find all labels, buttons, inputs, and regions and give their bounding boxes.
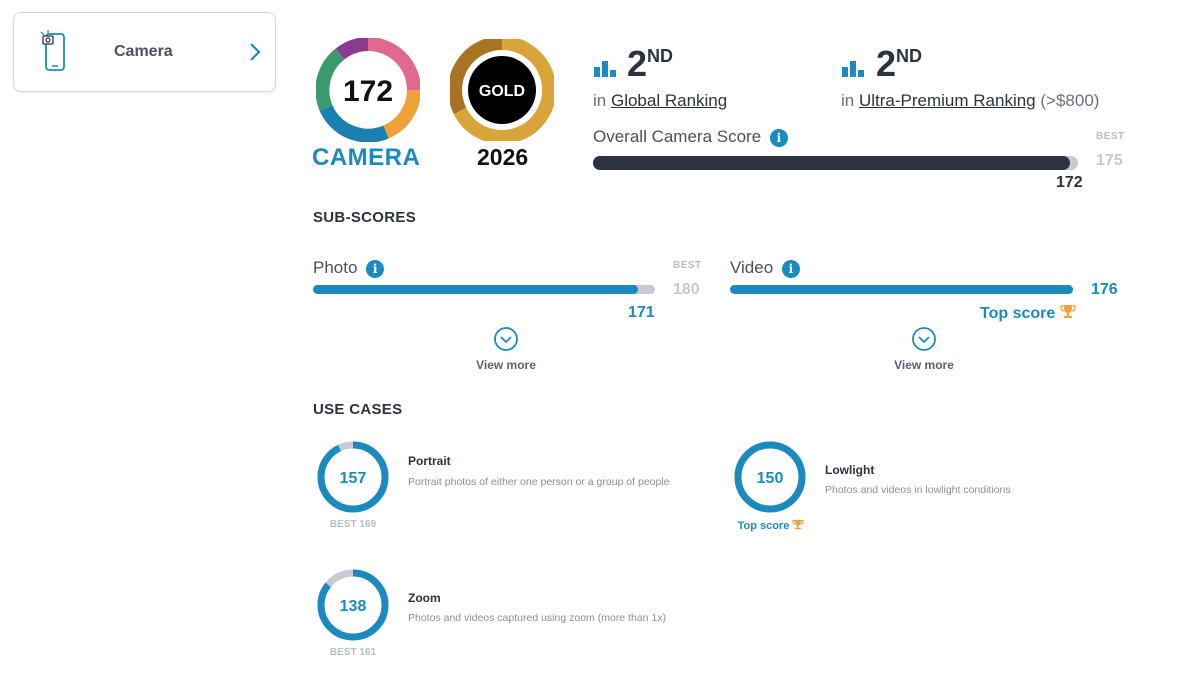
lowlight-top-score: Top score <box>726 519 816 532</box>
zoom-description: Photos and videos captured using zoom (m… <box>408 612 666 624</box>
overall-score-value: 172 <box>1056 174 1083 191</box>
segment-ranking-line: in Ultra-Premium Ranking (>$800) <box>841 91 1099 111</box>
camera-tab-label: Camera <box>114 43 173 60</box>
info-icon[interactable]: i <box>769 128 788 147</box>
zoom-title: Zoom <box>408 591 441 605</box>
zoom-ring-fill <box>317 569 389 641</box>
portrait-score: 157 <box>340 470 367 487</box>
portrait-description: Portrait photos of either one person or … <box>408 476 670 488</box>
segment-ranking-prefix: in <box>841 91 855 110</box>
video-fill <box>730 285 1073 294</box>
camera-score-badge: 172 <box>316 38 420 142</box>
video-view-more-button[interactable]: View more <box>874 327 974 372</box>
lowlight-top-score-label: Top score <box>737 520 790 532</box>
photo-view-more-button[interactable]: View more <box>456 327 556 372</box>
overall-best-label: BEST <box>1096 131 1125 142</box>
segment-ranking-link[interactable]: Ultra-Premium Ranking <box>858 91 1036 110</box>
lowlight-score: 150 <box>757 470 784 487</box>
portrait-ring-fill <box>317 441 389 513</box>
global-ranking-prefix: in <box>593 91 607 110</box>
video-label-text: Video <box>730 258 774 277</box>
segment-rank-number: 2 <box>876 43 897 84</box>
info-icon[interactable]: i <box>781 259 800 278</box>
overall-score-fill <box>593 156 1070 170</box>
chevron-right-icon[interactable] <box>246 41 264 63</box>
photo-label-text: Photo <box>313 258 358 277</box>
phone-camera-icon <box>40 30 65 71</box>
photo-label: Photo i <box>313 258 385 278</box>
trophy-icon <box>1060 305 1076 318</box>
portrait-score-ring: 157 <box>317 441 389 513</box>
global-ranking-line: in Global Ranking <box>593 91 727 111</box>
camera-tab-card[interactable]: Camera <box>13 12 276 92</box>
lowlight-score-ring: 150 <box>734 441 806 513</box>
overall-best-value: 175 <box>1096 152 1123 169</box>
global-rank-suffix: ND <box>647 46 674 66</box>
photo-best-value: 180 <box>673 281 700 298</box>
segment-rank: 2ND <box>876 46 922 82</box>
segment-rank-suffix: ND <box>896 46 923 66</box>
lowlight-title: Lowlight <box>825 463 875 477</box>
chevron-down-circle-icon <box>912 327 936 351</box>
view-more-label: View more <box>476 358 536 372</box>
photo-fill <box>313 285 638 294</box>
info-icon[interactable]: i <box>366 259 385 278</box>
zoom-score: 138 <box>340 598 367 615</box>
segment-price-range: (>$800) <box>1040 91 1100 110</box>
subscores-title: SUB-SCORES <box>313 209 417 226</box>
global-ranking-link[interactable]: Global Ranking <box>610 91 728 110</box>
photo-best-label: BEST <box>673 260 702 271</box>
camera-score-text: 172 <box>343 75 393 108</box>
view-more-label: View more <box>894 358 954 372</box>
global-rank-number: 2 <box>627 43 648 84</box>
lowlight-description: Photos and videos in lowlight conditions <box>825 484 1011 496</box>
badge-year: 2026 <box>477 144 529 170</box>
global-rank: 2ND <box>627 46 673 82</box>
use-cases-title: USE CASES <box>313 401 403 418</box>
gold-text: GOLD <box>479 83 525 100</box>
zoom-score-ring: 138 <box>317 569 389 641</box>
portrait-best: BEST 169 <box>329 519 377 530</box>
video-score-value: 176 <box>1091 281 1118 298</box>
camera-badge-label: CAMERA <box>312 144 421 171</box>
video-top-score: Top score <box>980 304 1076 323</box>
portrait-title: Portrait <box>408 454 451 468</box>
photo-score-value: 171 <box>628 304 655 321</box>
ranking-bars-icon <box>594 61 616 77</box>
gold-label-badge: GOLD <box>450 39 554 141</box>
lowlight-ring-fill <box>734 441 806 513</box>
chevron-down-circle-icon <box>494 327 518 351</box>
video-top-score-label: Top score <box>980 305 1056 322</box>
ranking-bars-icon <box>842 61 864 77</box>
overall-score-label-text: Overall Camera Score <box>593 127 762 146</box>
zoom-best: BEST 161 <box>329 647 377 658</box>
video-label: Video i <box>730 258 800 278</box>
overall-score-label: Overall Camera Score i <box>593 127 788 147</box>
trophy-icon <box>792 519 805 530</box>
